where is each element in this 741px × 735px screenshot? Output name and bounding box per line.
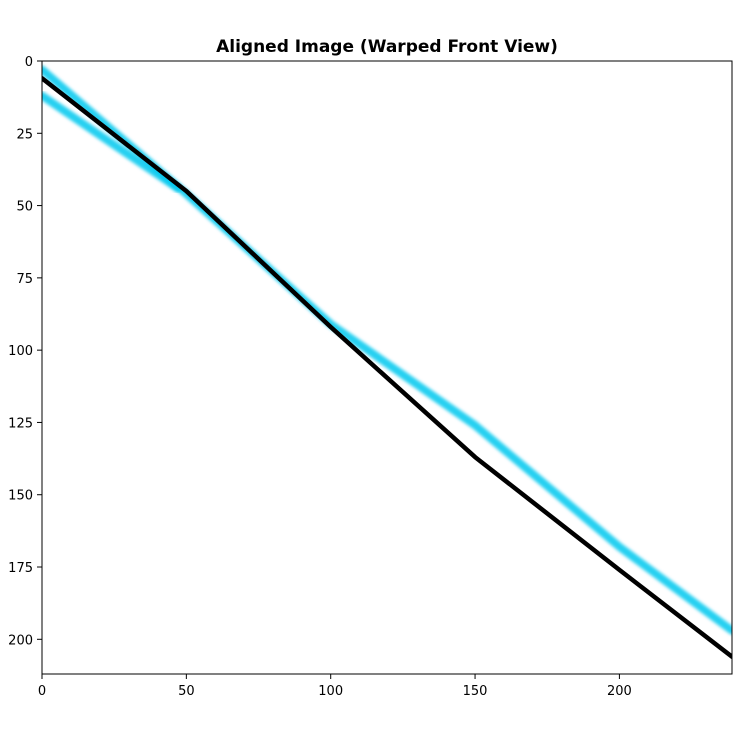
chart-title: Aligned Image (Warped Front View) <box>216 37 558 57</box>
x-tick-label: 200 <box>607 684 632 699</box>
y-tick-label: 125 <box>8 416 33 431</box>
y-tick-label: 200 <box>8 633 33 648</box>
x-tick-label: 100 <box>318 684 343 699</box>
y-tick-label: 25 <box>16 127 33 142</box>
y-tick-label: 175 <box>8 561 33 576</box>
y-tick-label: 150 <box>8 489 33 504</box>
x-tick-label: 0 <box>38 684 46 699</box>
y-tick-label: 50 <box>16 200 33 215</box>
y-tick-label: 75 <box>16 272 33 287</box>
black-line-2 <box>42 76 732 659</box>
x-tick-label: 150 <box>463 684 488 699</box>
image-content <box>42 65 732 659</box>
y-tick-label: 0 <box>25 55 33 70</box>
cyan-line-1 <box>42 91 182 193</box>
x-axis: 0 50 100 150 200 <box>38 674 632 699</box>
x-tick-label: 50 <box>178 684 195 699</box>
y-axis: 0 25 50 75 100 125 150 175 200 <box>8 55 42 648</box>
plot-frame <box>41 60 733 675</box>
y-tick-label: 100 <box>8 344 33 359</box>
